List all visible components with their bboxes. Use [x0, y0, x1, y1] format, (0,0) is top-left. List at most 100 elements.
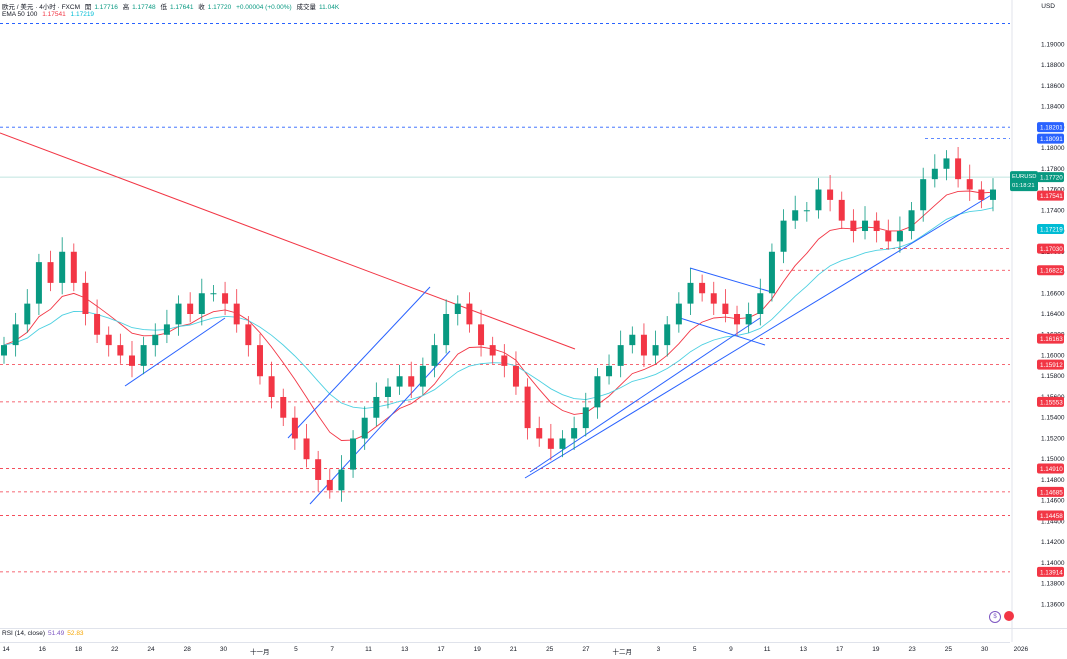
candle-body [268, 376, 275, 397]
rising-support-line[interactable] [524, 193, 994, 479]
price-level-badge [1037, 333, 1064, 344]
candle-body [70, 251, 77, 283]
ema50-value: 1.17541 [42, 11, 66, 18]
candle-body [768, 251, 775, 294]
candle-body [582, 407, 589, 429]
candle-body [943, 158, 950, 169]
countdown-text: 01:18:21 [1012, 183, 1035, 189]
x-tick-label: 7 [330, 646, 335, 653]
candle-body [687, 282, 694, 304]
candle-body [117, 345, 124, 356]
candle-body [815, 189, 822, 211]
y-tick-label: 1.18600 [1041, 83, 1065, 90]
rsi-pane[interactable]: RSI (14, close) 51.49 52.83 [0, 628, 1067, 639]
time-axis[interactable]: 14 16 18 22 24 28 30 十一月 5 7 11 13 17 19 21 25 27 十二月 3 5 9 1… [0, 642, 1028, 659]
x-tick-label: 27 [582, 646, 590, 653]
ema100-value: 1.17219 [70, 11, 95, 18]
high-value: 1.17748 [132, 4, 156, 11]
us-flag-icon[interactable] [1004, 611, 1014, 621]
x-tick-label: 11 [763, 646, 771, 653]
candle-body [105, 334, 112, 346]
price-level-label: 1.17541 [1040, 193, 1063, 200]
price-level-label: 1.15912 [1040, 362, 1063, 369]
candle-body [792, 210, 799, 221]
candle-body [547, 438, 554, 449]
x-tick-label: 十一月 [249, 649, 270, 656]
candle-body [222, 293, 229, 304]
x-tick-label: 23 [908, 646, 916, 653]
candle-body [35, 262, 42, 304]
price-level-badge [1037, 463, 1064, 474]
candle-body [175, 303, 182, 325]
close-value: 1.17720 [207, 4, 232, 11]
rsi-value-1: 51.49 [48, 630, 65, 637]
candle-body [163, 324, 170, 335]
candle-body [873, 220, 880, 232]
candle-body [187, 303, 194, 314]
candle-body [326, 479, 333, 491]
channel1-lower-line[interactable] [124, 317, 226, 387]
x-tick-label: 17 [836, 646, 844, 653]
y-tick-label: 1.15400 [1041, 415, 1065, 422]
y-tick-label: 1.19000 [1041, 41, 1065, 48]
x-tick-label: 2026 [1013, 646, 1029, 653]
price-level-badge [1037, 396, 1064, 407]
dollar-icon[interactable]: $ [989, 611, 1001, 623]
candle-body [315, 459, 322, 480]
candle-body [338, 469, 345, 491]
candle-body [245, 324, 252, 346]
candle-body [990, 189, 996, 200]
x-tick-label: 11 [365, 646, 372, 653]
long-downtrend-line[interactable] [0, 132, 576, 350]
price-level-label: 1.16163 [1040, 336, 1063, 343]
x-tick-label: 14 [2, 646, 10, 653]
candle-body [419, 365, 426, 387]
candle-body [862, 220, 869, 232]
x-tick-label: 17 [437, 646, 445, 653]
x-tick-label: 22 [111, 646, 119, 653]
wedge-upper-line[interactable] [689, 267, 776, 294]
candle-body [780, 220, 787, 252]
ema-label: EMA 50 100 [2, 11, 38, 18]
price-level-badge [1037, 510, 1064, 521]
candle-body [489, 345, 496, 356]
y-tick-label: 1.13600 [1041, 601, 1065, 608]
channel2-upper-line[interactable] [287, 286, 431, 439]
x-tick-label: 24 [147, 646, 155, 653]
price-level-label: 1.18091 [1040, 136, 1063, 143]
ema-legend[interactable]: EMA 50 100 1.17541 1.17219 [2, 11, 97, 18]
candle-body [128, 355, 135, 366]
candle-body [512, 365, 519, 387]
rising-support-line-2[interactable] [529, 317, 761, 473]
x-tick-label: 25 [944, 646, 953, 653]
y-tick-label: 1.15800 [1041, 373, 1065, 380]
candle-body [524, 386, 531, 429]
candle-body [640, 334, 647, 356]
candle-body [384, 386, 391, 397]
current-price-text: 1.17720 [1040, 175, 1063, 182]
candle-body [198, 293, 205, 314]
x-tick-label: 25 [546, 646, 554, 653]
rsi-label: RSI (14, close) [2, 630, 45, 637]
y-tick-label: 1.16400 [1041, 311, 1065, 318]
symbol-name[interactable]: 欧元 / 美元 · 4小时 · FXCM [2, 4, 80, 11]
candle-body [734, 314, 741, 325]
candle-body [280, 396, 287, 418]
current-price-badge [1037, 172, 1064, 183]
candle-body [664, 324, 671, 346]
current-price-symbol-badge [1010, 171, 1038, 192]
price-level-badge [1037, 486, 1064, 497]
trend-lines[interactable] [0, 132, 994, 505]
candle-body [850, 220, 857, 232]
y-tick-label: 1.17600 [1041, 187, 1065, 194]
candle-body [803, 210, 810, 212]
x-tick-label: 19 [872, 646, 880, 653]
price-level-badge [1037, 133, 1064, 144]
channel2-lower-line[interactable] [309, 350, 451, 505]
candle-body [675, 303, 682, 325]
price-level-badge [1037, 122, 1064, 133]
candle-body [966, 179, 973, 190]
candle-body [478, 324, 485, 346]
y-tick-label: 1.14600 [1041, 498, 1065, 505]
